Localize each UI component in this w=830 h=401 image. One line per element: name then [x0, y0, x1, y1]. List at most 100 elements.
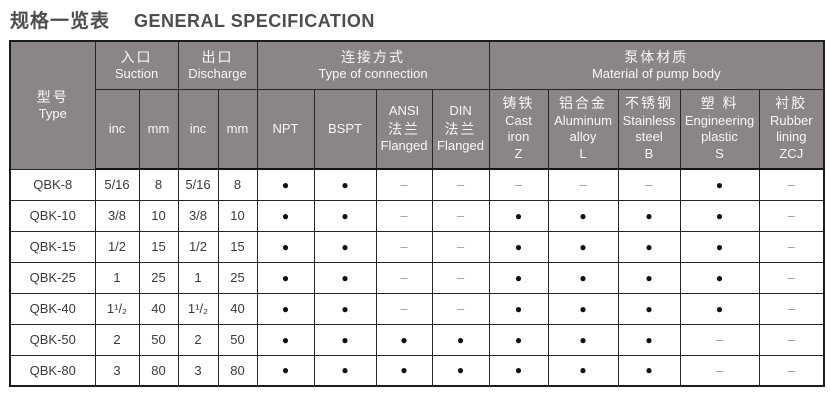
size-value: 10	[217, 199, 258, 232]
availability-dot: ●	[313, 230, 377, 263]
availability-dash: –	[431, 230, 490, 263]
availability-dot: ●	[617, 199, 681, 232]
size-value: 8	[138, 168, 179, 201]
col-header-discharge-inc: inc	[177, 88, 219, 170]
size-value: 10	[138, 199, 179, 232]
size-value: 8	[217, 168, 258, 201]
availability-dash: –	[375, 199, 433, 232]
availability-dot: ●	[488, 354, 549, 387]
type-label-en: Type	[38, 106, 67, 122]
availability-dot: ●	[256, 292, 315, 325]
availability-dot: ●	[256, 168, 315, 201]
col-header-suction-mm: mm	[138, 88, 179, 170]
col-group-connection: 连接方式 Type of connection	[256, 40, 490, 90]
row-type-label: QBK-40	[9, 292, 96, 325]
availability-dot: ●	[547, 261, 619, 294]
col-group-material: 泵体材质 Material of pump body	[488, 40, 825, 90]
size-value: 1¹/₂	[94, 292, 140, 325]
size-value: 3	[94, 354, 140, 387]
col-group-discharge: 出口 Discharge	[177, 40, 258, 90]
col-header-discharge-mm: mm	[217, 88, 258, 170]
size-value: 1	[177, 261, 219, 294]
availability-dot: ●	[256, 230, 315, 263]
size-value: 1/2	[177, 230, 219, 263]
size-value: 2	[177, 323, 219, 356]
size-value: 50	[138, 323, 179, 356]
size-value: 50	[217, 323, 258, 356]
col-header-din-flanged: DIN 法兰 Flanged	[431, 88, 490, 170]
availability-dash: –	[758, 261, 825, 294]
availability-dot: ●	[313, 323, 377, 356]
col-header-ansi-flanged: ANSI 法兰 Flanged	[375, 88, 433, 170]
availability-dash: –	[375, 168, 433, 201]
row-type-label: QBK-10	[9, 199, 96, 232]
table-header: 型号 Type 入口 Suction 出口 Discharge 连接方式 Typ…	[9, 40, 825, 170]
availability-dot: ●	[375, 323, 433, 356]
availability-dash: –	[758, 199, 825, 232]
col-header-npt: NPT	[256, 88, 315, 170]
availability-dot: ●	[617, 323, 681, 356]
col-header-engineering-plastic: 塑 料 Engineering plastic S	[679, 88, 760, 170]
size-value: 80	[138, 354, 179, 387]
availability-dot: ●	[313, 168, 377, 201]
connection-label-zh: 连接方式	[341, 49, 405, 66]
availability-dot: ●	[679, 168, 760, 201]
row-type-label: QBK-25	[9, 261, 96, 294]
size-value: 15	[138, 230, 179, 263]
availability-dash: –	[679, 354, 760, 387]
row-type-label: QBK-15	[9, 230, 96, 263]
suction-label-en: Suction	[114, 66, 159, 82]
availability-dot: ●	[547, 354, 619, 387]
table-row: QBK-40 1¹/₂ 40 1¹/₂ 40 ● ● – – ● ● ● ● –	[9, 292, 825, 325]
size-value: 3/8	[94, 199, 140, 232]
availability-dot: ●	[313, 199, 377, 232]
availability-dot: ●	[313, 292, 377, 325]
availability-dash: –	[431, 168, 490, 201]
size-value: 3/8	[177, 199, 219, 232]
col-header-bspt: BSPT	[313, 88, 377, 170]
suction-label-zh: 入口	[120, 49, 153, 66]
size-value: 3	[177, 354, 219, 387]
availability-dot: ●	[617, 292, 681, 325]
row-type-label: QBK-80	[9, 354, 96, 387]
table-row: QBK-10 3/8 10 3/8 10 ● ● – – ● ● ● ● –	[9, 199, 825, 232]
material-label-en: Material of pump body	[591, 66, 721, 82]
page-title-english: GENERAL SPECIFICATION	[134, 11, 375, 31]
availability-dash: –	[431, 199, 490, 232]
availability-dot: ●	[431, 323, 490, 356]
page-title-chinese: 规格一览表	[10, 11, 111, 32]
size-value: 40	[138, 292, 179, 325]
material-label-zh: 泵体材质	[624, 49, 689, 66]
availability-dot: ●	[488, 230, 549, 263]
availability-dash: –	[758, 292, 825, 325]
availability-dash: –	[679, 323, 760, 356]
size-value: 40	[217, 292, 258, 325]
availability-dot: ●	[375, 354, 433, 387]
availability-dot: ●	[679, 261, 760, 294]
col-header-aluminum-alloy: 铝合金 Aluminum alloy L	[547, 88, 619, 170]
availability-dot: ●	[617, 354, 681, 387]
size-value: 25	[217, 261, 258, 294]
availability-dot: ●	[547, 230, 619, 263]
size-value: 25	[138, 261, 179, 294]
table-row: QBK-80 3 80 3 80 ● ● ● ● ● ● ● – –	[9, 354, 825, 387]
availability-dash: –	[758, 354, 825, 387]
availability-dash: –	[758, 230, 825, 263]
col-header-suction-inc: inc	[94, 88, 140, 170]
availability-dash: –	[431, 292, 490, 325]
availability-dot: ●	[617, 261, 681, 294]
availability-dash: –	[758, 168, 825, 201]
availability-dot: ●	[313, 354, 377, 387]
connection-label-en: Type of connection	[318, 66, 428, 82]
availability-dash: –	[375, 230, 433, 263]
size-value: 2	[94, 323, 140, 356]
availability-dot: ●	[431, 354, 490, 387]
col-group-suction: 入口 Suction	[94, 40, 179, 90]
table-body: QBK-8 5/16 8 5/16 8 ● ● – – – – – ● – QBK-10 3/8 10 3/8 10…	[9, 168, 825, 387]
availability-dot: ●	[547, 292, 619, 325]
page-title: 规格一览表 GENERAL SPECIFICATION	[10, 6, 375, 33]
col-header-cast-iron: 铸铁 Cast iron Z	[488, 88, 549, 170]
size-value: 1/2	[94, 230, 140, 263]
availability-dot: ●	[488, 199, 549, 232]
table-row: QBK-15 1/2 15 1/2 15 ● ● – – ● ● ● ● –	[9, 230, 825, 263]
